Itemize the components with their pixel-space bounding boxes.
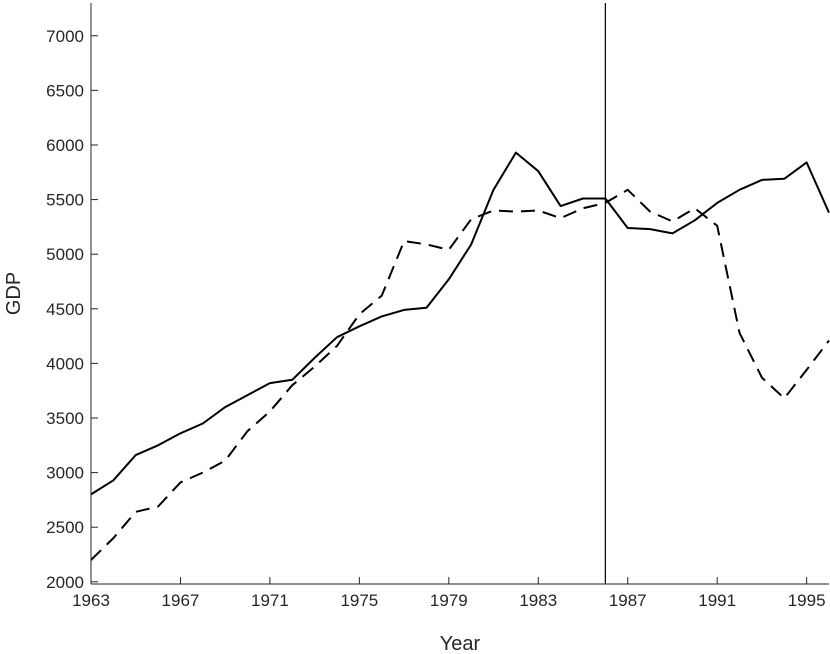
x-tick-label: 1979	[430, 591, 468, 610]
x-tick-label: 1967	[162, 591, 200, 610]
x-tick-label: 1971	[251, 591, 289, 610]
series-line-dashed	[90, 188, 830, 561]
y-tick-label: 4000	[46, 354, 84, 373]
y-axis-title: GDP	[3, 272, 25, 315]
y-tick-label: 4500	[46, 300, 84, 319]
x-axis-ticks: 1963 1967 1971 1975 1979 1983 1987 1991 1995	[72, 577, 826, 610]
y-tick-label: 3000	[46, 464, 84, 483]
y-tick-label: 5000	[46, 245, 84, 264]
x-tick-label: 1975	[340, 591, 378, 610]
x-axis-title: Year	[440, 633, 481, 654]
x-tick-label: 1987	[609, 591, 647, 610]
y-tick-label: 6000	[46, 136, 84, 155]
x-tick-label: 1963	[72, 591, 110, 610]
x-tick-label: 1995	[788, 591, 826, 610]
series-line-solid	[90, 151, 830, 496]
y-axis-ticks: 2000 2500 3000 3500 4000 4500 5000 5500 6000 6500…	[46, 27, 98, 592]
x-tick-label: 1991	[698, 591, 736, 610]
y-tick-label: 6500	[46, 81, 84, 100]
y-tick-label: 3500	[46, 409, 84, 428]
series-layer	[90, 151, 830, 561]
y-tick-label: 7000	[46, 27, 84, 46]
y-tick-label: 2000	[46, 573, 84, 592]
x-tick-label: 1983	[519, 591, 557, 610]
y-tick-label: 2500	[46, 518, 84, 537]
y-tick-label: 5500	[46, 191, 84, 210]
